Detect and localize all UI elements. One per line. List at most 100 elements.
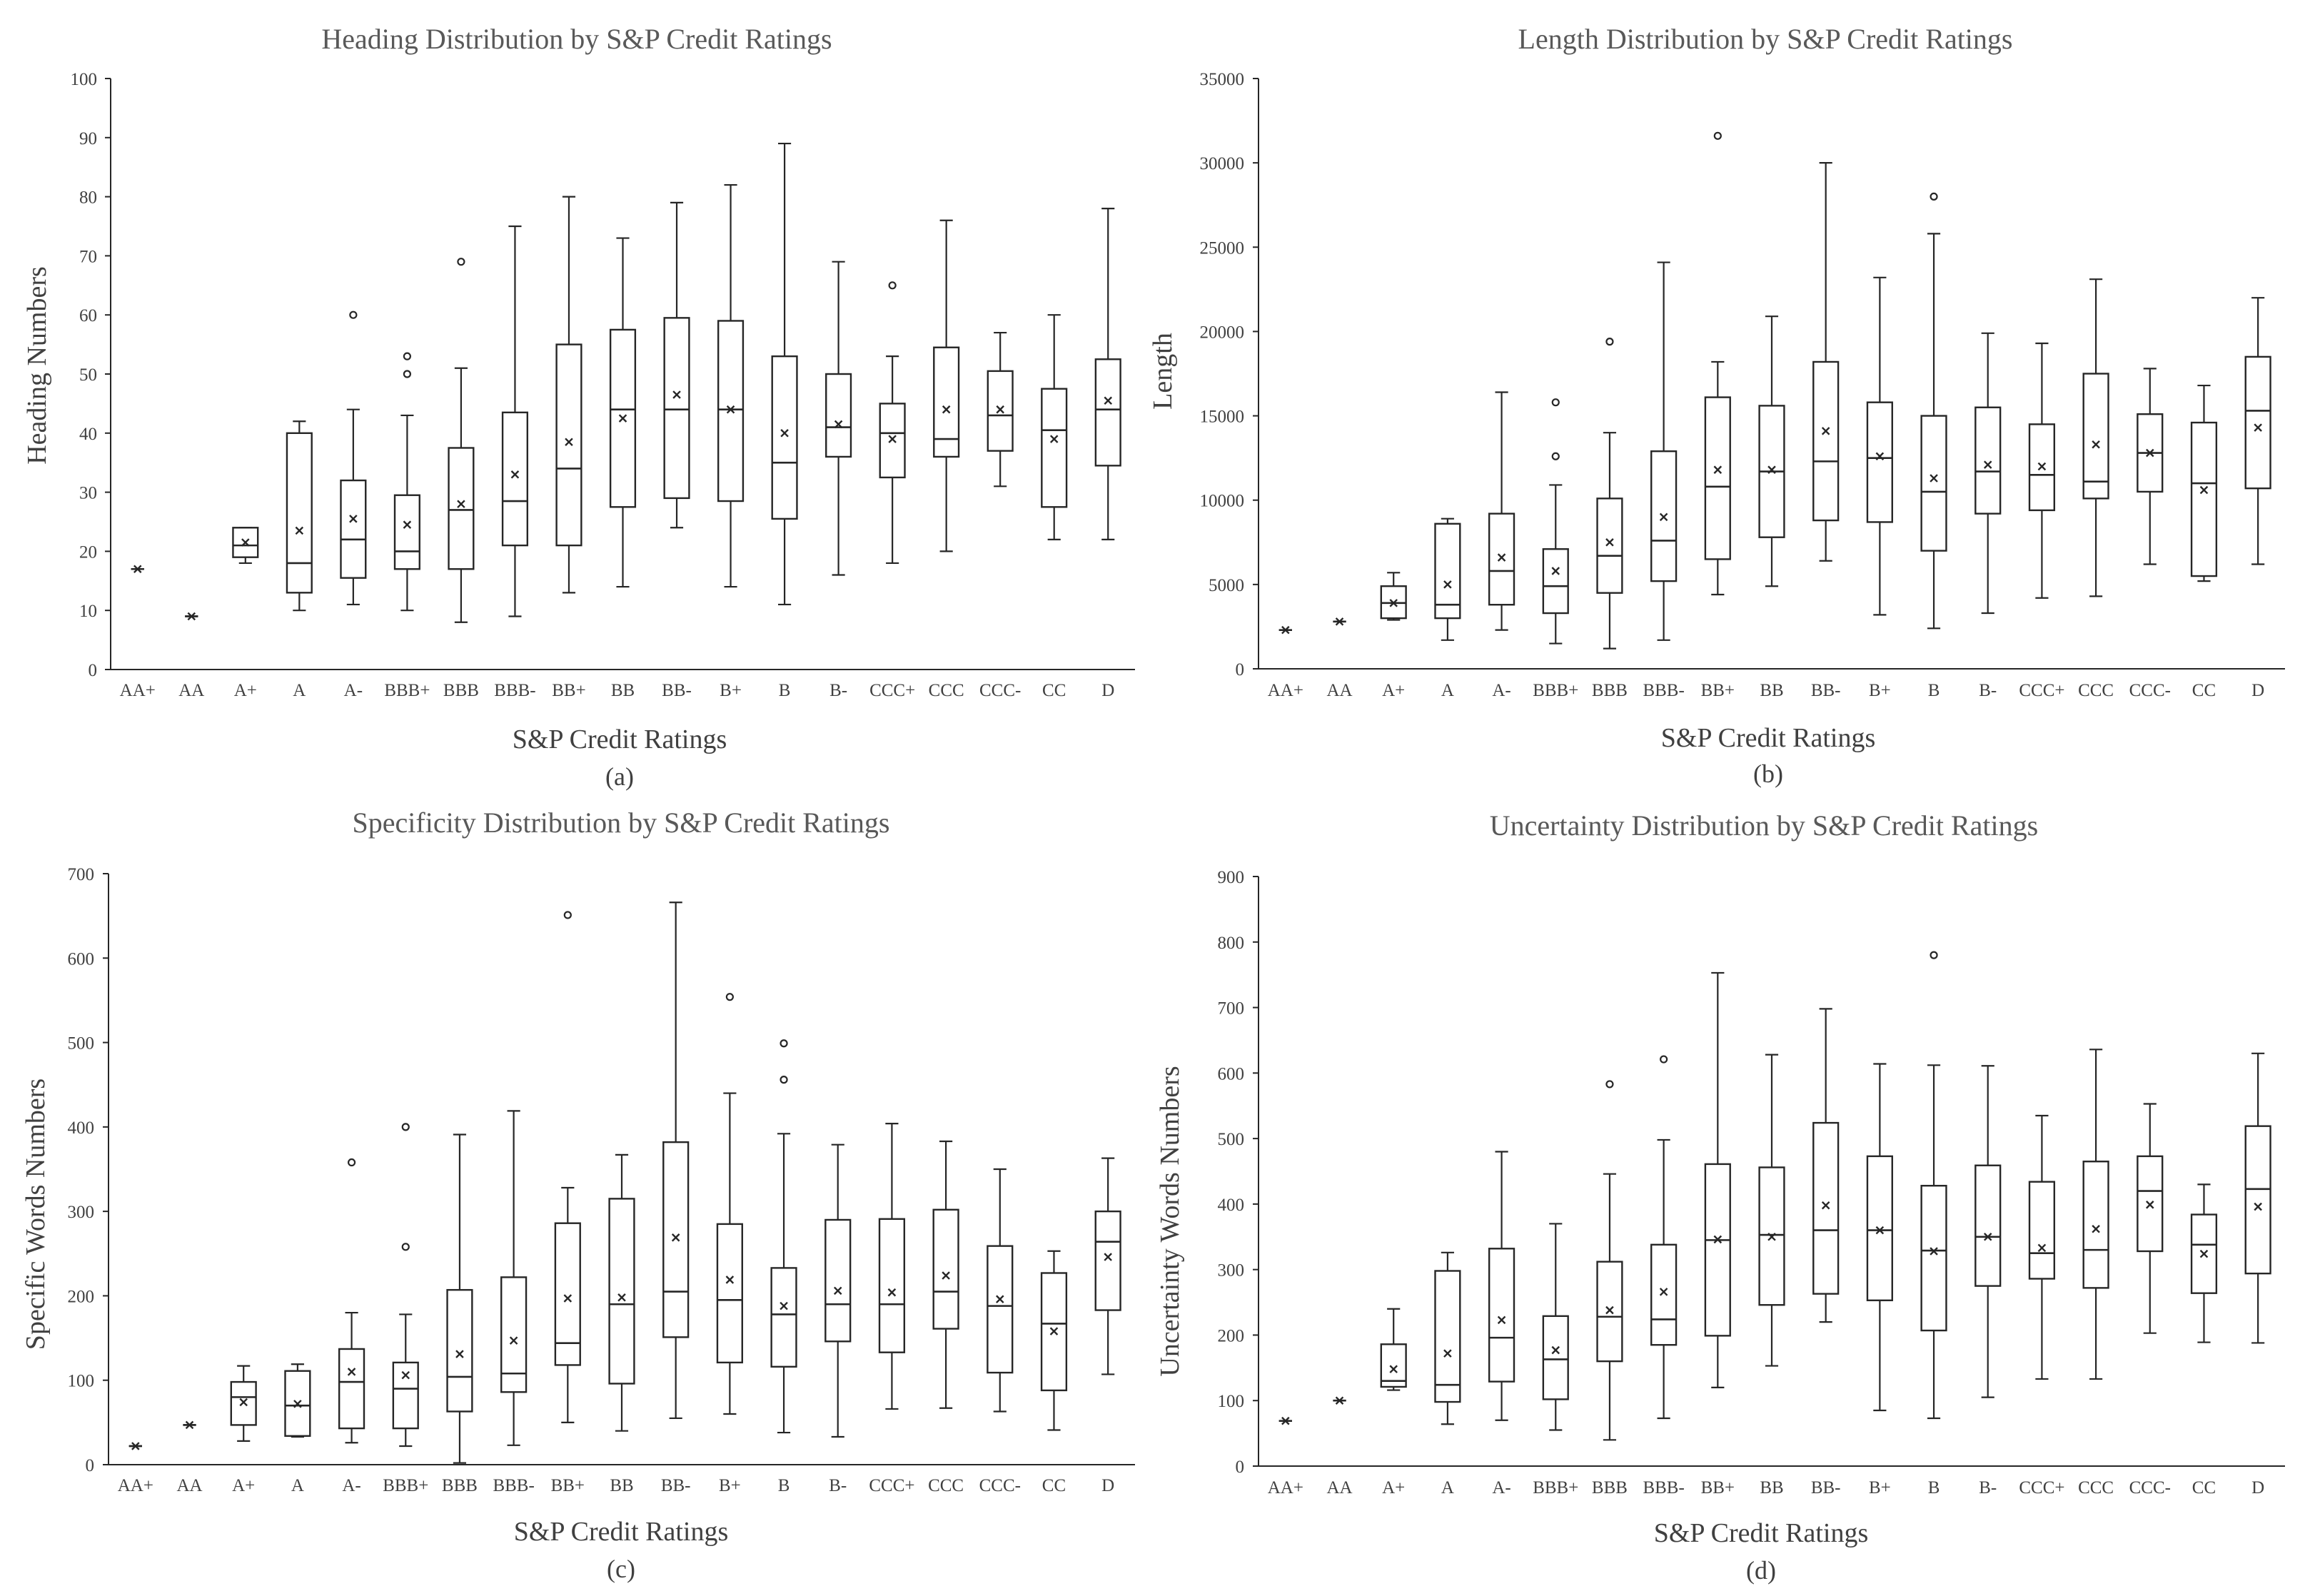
x-tick-label: D: [2251, 681, 2264, 700]
mean-marker: [457, 500, 465, 508]
iqr-box: [933, 346, 960, 458]
mean-marker: [2199, 485, 2209, 495]
chart-title: Length Distribution by S&P Credit Rating…: [1518, 23, 2013, 55]
outlier-point: [1930, 951, 1938, 959]
y-axis-label: Uncertainty Words Numbers: [1155, 1066, 1185, 1376]
box-BB-: [1812, 162, 1840, 562]
y-axis-label: Specific Words Numbers: [21, 1079, 51, 1350]
x-tick-label: CC: [2192, 681, 2216, 700]
mean-marker: [1659, 1288, 1668, 1296]
y-tick-label: 20: [79, 542, 97, 562]
x-tick-label: CCC-: [2129, 681, 2171, 700]
outlier-point: [403, 370, 411, 378]
mean-marker: [1875, 1226, 1885, 1235]
iqr-box: [2244, 355, 2271, 490]
iqr-box: [1812, 1121, 1840, 1295]
x-tick-label: BBB-: [1643, 681, 1684, 700]
mean-marker: [2037, 1243, 2047, 1253]
iqr-box: [1650, 1243, 1678, 1346]
mean-marker: [1930, 474, 1938, 483]
box-BBB+: [392, 1123, 419, 1448]
box-A+: [230, 1365, 257, 1442]
outlier-point: [1605, 1080, 1614, 1089]
box-CCC+: [878, 1123, 906, 1410]
x-tick-label: BBB: [1592, 1478, 1628, 1497]
mean-marker: [1551, 1345, 1560, 1355]
iqr-box: [987, 370, 1014, 452]
y-tick-label: 900: [1218, 868, 1245, 887]
x-tick-label: CCC: [2078, 1478, 2114, 1497]
mean-marker: [780, 1301, 788, 1310]
mean-marker: [2146, 1201, 2154, 1209]
mean-marker: [1049, 435, 1059, 443]
mean-marker: [403, 520, 412, 529]
box-BBB-: [501, 225, 529, 617]
chart-title: Heading Distribution by S&P Credit Ratin…: [321, 23, 832, 55]
y-tick-label: 60: [79, 306, 97, 325]
x-tick-label: CCC+: [2019, 681, 2064, 700]
outlier-point: [725, 993, 734, 1001]
box-BB-: [663, 201, 690, 529]
box-B-: [824, 1143, 852, 1438]
box-A: [1434, 517, 1461, 641]
x-tick-label: CCC: [928, 1476, 964, 1495]
box-CC: [2190, 1183, 2218, 1343]
x-tick-label: CCC: [929, 681, 964, 700]
y-tick-label: 700: [1218, 999, 1245, 1019]
box-CCC: [933, 219, 960, 552]
box-BB: [608, 1153, 635, 1432]
mean-marker: [1281, 625, 1290, 635]
iqr-box: [1542, 548, 1569, 615]
x-tick-label: BB+: [1701, 1478, 1735, 1497]
iqr-box: [1434, 522, 1461, 620]
iqr-box: [2082, 373, 2109, 500]
mean-marker: [1335, 617, 1344, 626]
mean-marker: [1104, 396, 1112, 405]
x-tick-label: CCC+: [869, 1476, 914, 1495]
box-B: [1920, 192, 1947, 630]
mean-marker: [2146, 448, 2154, 458]
mean-marker: [293, 1400, 302, 1408]
y-tick-label: 100: [71, 70, 98, 89]
box-A-: [1488, 391, 1515, 631]
iqr-box: [1920, 1184, 1947, 1332]
x-tick-label: A+: [234, 681, 257, 700]
x-tick-label: A+: [1382, 681, 1405, 700]
x-axis-label: S&P Credit Ratings: [514, 1517, 729, 1547]
mean-marker: [996, 1295, 1004, 1303]
x-tick-label: CCC-: [2129, 1478, 2171, 1497]
y-tick-label: 200: [1218, 1326, 1245, 1345]
box-B+: [716, 993, 743, 1415]
box-D: [1094, 1157, 1121, 1375]
mean-marker: [295, 526, 304, 535]
box-BBB-: [1650, 1055, 1678, 1420]
box-BB-: [1812, 1008, 1840, 1323]
box-CCC-: [2137, 1103, 2164, 1334]
mean-marker: [887, 1288, 897, 1297]
box-B+: [717, 183, 745, 588]
iqr-box: [771, 355, 798, 520]
outlier-point: [401, 1123, 410, 1131]
iqr-box: [446, 1288, 473, 1413]
box-B+: [1866, 276, 1893, 616]
outlier-point: [1713, 131, 1722, 140]
y-tick-label: 400: [68, 1118, 95, 1138]
outlier-point: [1551, 398, 1560, 407]
mean-marker: [1930, 1247, 1938, 1256]
box-A+: [1380, 1308, 1407, 1391]
iqr-box: [1812, 360, 1840, 522]
y-tick-label: 50: [79, 365, 97, 385]
mean-marker: [618, 414, 627, 423]
box-AA+: [1278, 1416, 1292, 1425]
y-tick-label: 300: [68, 1203, 95, 1222]
box-CCC-: [987, 331, 1014, 488]
x-tick-label: B-: [829, 1476, 847, 1495]
mean-marker: [1875, 452, 1885, 461]
box-A+: [1380, 572, 1407, 621]
x-tick-label: BBB-: [1643, 1478, 1684, 1497]
x-tick-label: AA: [1326, 1478, 1352, 1497]
x-tick-label: AA: [178, 681, 204, 700]
y-tick-label: 200: [68, 1287, 95, 1306]
